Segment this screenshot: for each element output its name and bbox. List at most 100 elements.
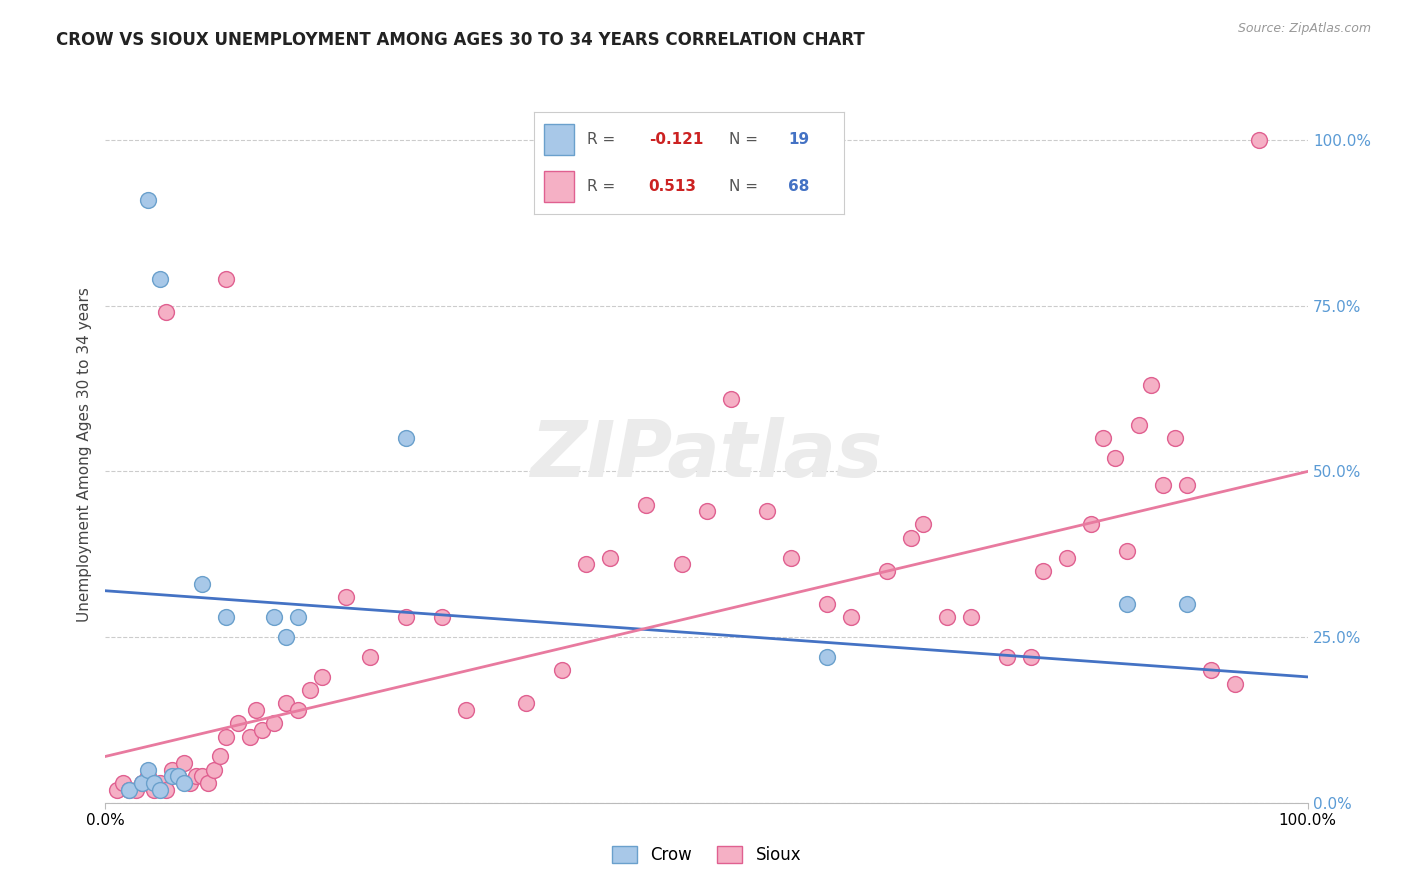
Sioux xyxy=(1201,663,1223,677)
Crow xyxy=(190,577,212,591)
Sioux xyxy=(298,683,321,698)
Sioux xyxy=(287,703,309,717)
Crow xyxy=(118,782,141,797)
Sioux xyxy=(124,782,146,797)
Sioux xyxy=(179,776,201,790)
Sioux xyxy=(263,716,285,731)
Sioux xyxy=(148,776,170,790)
Y-axis label: Unemployment Among Ages 30 to 34 years: Unemployment Among Ages 30 to 34 years xyxy=(76,287,91,623)
Sioux xyxy=(430,610,453,624)
Sioux xyxy=(839,610,862,624)
Sioux xyxy=(1104,451,1126,466)
Sioux xyxy=(696,504,718,518)
Sioux xyxy=(311,670,333,684)
Sioux xyxy=(155,782,177,797)
Crow xyxy=(160,769,183,783)
Text: N =: N = xyxy=(730,132,763,146)
Sioux xyxy=(960,610,983,624)
Sioux xyxy=(900,531,922,545)
Sioux xyxy=(911,517,934,532)
Sioux xyxy=(876,564,898,578)
Crow xyxy=(148,782,170,797)
Sioux xyxy=(202,763,225,777)
Sioux xyxy=(118,782,141,797)
Sioux xyxy=(1116,544,1139,558)
Sioux xyxy=(636,498,658,512)
Crow xyxy=(131,776,153,790)
Sioux xyxy=(335,591,357,605)
Sioux xyxy=(250,723,273,737)
Sioux xyxy=(131,776,153,790)
FancyBboxPatch shape xyxy=(544,171,575,202)
Sioux xyxy=(142,782,165,797)
Sioux xyxy=(245,703,267,717)
Sioux xyxy=(239,730,262,744)
Sioux xyxy=(184,769,207,783)
Sioux xyxy=(214,272,236,286)
Crow xyxy=(287,610,309,624)
Text: -0.121: -0.121 xyxy=(648,132,703,146)
Crow xyxy=(214,610,236,624)
Sioux xyxy=(1249,133,1271,147)
Crow xyxy=(274,630,297,644)
Sioux xyxy=(551,663,574,677)
Sioux xyxy=(112,776,135,790)
Sioux xyxy=(936,610,959,624)
Sioux xyxy=(190,769,212,783)
Crow xyxy=(1175,597,1198,611)
Sioux xyxy=(575,558,598,572)
Sioux xyxy=(599,550,621,565)
Sioux xyxy=(1128,418,1150,433)
Sioux xyxy=(720,392,742,406)
Sioux xyxy=(173,756,195,770)
Sioux xyxy=(160,763,183,777)
Sioux xyxy=(1140,378,1163,392)
Text: R =: R = xyxy=(586,179,620,194)
Sioux xyxy=(995,650,1018,665)
Sioux xyxy=(1164,431,1187,445)
Sioux xyxy=(1032,564,1054,578)
FancyBboxPatch shape xyxy=(544,124,575,154)
Sioux xyxy=(1152,477,1174,491)
Sioux xyxy=(815,597,838,611)
Text: R =: R = xyxy=(586,132,620,146)
Sioux xyxy=(755,504,778,518)
Sioux xyxy=(226,716,249,731)
Crow xyxy=(136,763,159,777)
Sioux xyxy=(197,776,219,790)
Sioux xyxy=(1019,650,1042,665)
Sioux xyxy=(136,769,159,783)
Sioux xyxy=(359,650,381,665)
Sioux xyxy=(395,610,418,624)
Sioux xyxy=(1056,550,1078,565)
Sioux xyxy=(166,769,188,783)
Sioux xyxy=(779,550,801,565)
Crow xyxy=(1116,597,1139,611)
Crow xyxy=(173,776,195,790)
Sioux xyxy=(107,782,129,797)
Crow xyxy=(148,272,170,286)
Sioux xyxy=(1092,431,1115,445)
Sioux xyxy=(155,305,177,319)
Text: 0.513: 0.513 xyxy=(648,179,697,194)
Crow xyxy=(136,193,159,207)
Crow xyxy=(263,610,285,624)
Text: 19: 19 xyxy=(787,132,808,146)
Text: CROW VS SIOUX UNEMPLOYMENT AMONG AGES 30 TO 34 YEARS CORRELATION CHART: CROW VS SIOUX UNEMPLOYMENT AMONG AGES 30… xyxy=(56,31,865,49)
Text: N =: N = xyxy=(730,179,763,194)
Sioux xyxy=(671,558,693,572)
Sioux xyxy=(208,749,231,764)
Text: 68: 68 xyxy=(787,179,810,194)
Sioux xyxy=(274,697,297,711)
Crow xyxy=(166,769,188,783)
Text: ZIPatlas: ZIPatlas xyxy=(530,417,883,493)
Sioux xyxy=(454,703,477,717)
Text: Source: ZipAtlas.com: Source: ZipAtlas.com xyxy=(1237,22,1371,36)
Sioux xyxy=(1080,517,1102,532)
Crow xyxy=(395,431,418,445)
Legend: Crow, Sioux: Crow, Sioux xyxy=(606,839,807,871)
Crow xyxy=(815,650,838,665)
Sioux xyxy=(1175,477,1198,491)
Sioux xyxy=(1225,676,1247,690)
Crow xyxy=(142,776,165,790)
